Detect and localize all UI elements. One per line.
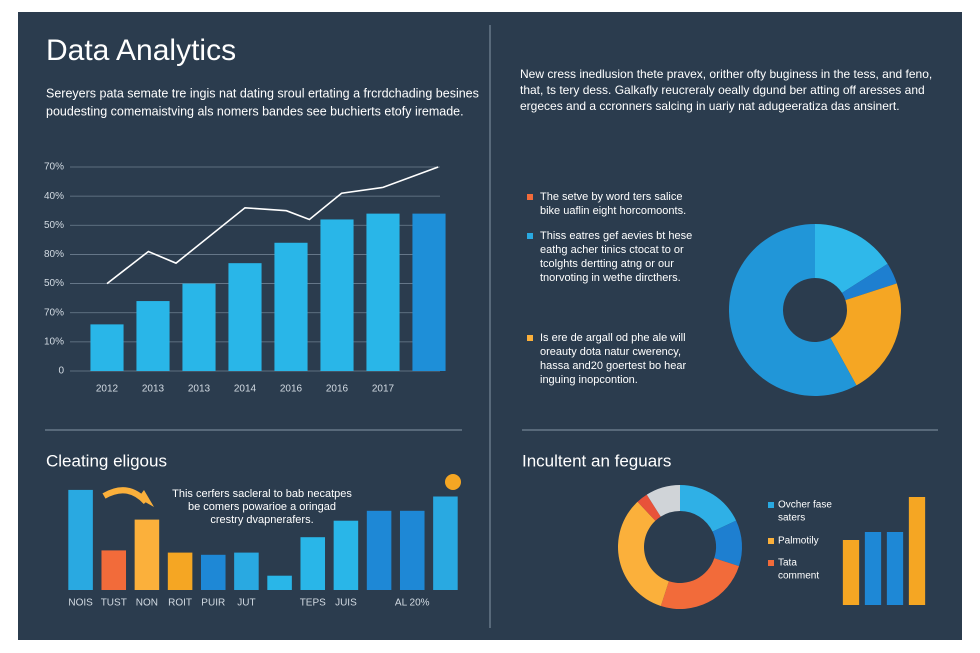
- bar: [167, 552, 193, 590]
- paragraph: that, ts tery dess. Galkafly reucreraly …: [520, 83, 925, 97]
- bar: [433, 496, 458, 590]
- paragraph: ergeces and a ccronners salcing in uariy…: [520, 99, 900, 113]
- bar: [399, 510, 425, 590]
- pie-segment: [660, 558, 739, 610]
- note-text: The setve by word ters salice: [540, 191, 682, 203]
- bar: [842, 540, 860, 605]
- x-tick-label: 2014: [234, 384, 257, 395]
- bar: [412, 213, 446, 371]
- bar: [182, 283, 216, 371]
- pie-segment: [712, 520, 743, 567]
- legend-text: Tata: [778, 558, 797, 569]
- note-text: inguing inopcontion.: [540, 374, 638, 386]
- bar: [136, 301, 170, 371]
- x-tick-label: 2013: [142, 384, 165, 395]
- bar: [90, 324, 124, 371]
- x-tick-label: 2016: [326, 384, 349, 395]
- bar: [234, 552, 259, 590]
- x-tick-label: TEPS: [300, 598, 326, 609]
- bar: [366, 213, 400, 371]
- note-text: tcolghts dertting atng or our: [540, 258, 674, 270]
- note-text: hassa and20 goertest bo hear: [540, 360, 687, 372]
- x-tick-label: NON: [136, 598, 158, 609]
- bar: [134, 519, 160, 590]
- y-tick-label: 0: [58, 366, 64, 377]
- pie-segment: [680, 485, 737, 532]
- chart-text: crestry dvapnerafers.: [210, 514, 313, 526]
- bar: [366, 510, 392, 590]
- bar: [300, 537, 326, 590]
- x-tick-label: PUIR: [201, 598, 225, 609]
- y-tick-label: 50%: [44, 220, 64, 231]
- bar: [267, 575, 292, 590]
- note-text: Is ere de argall od phe ale will: [540, 332, 686, 344]
- note-text: eathg acher tinics ctocat to or: [540, 244, 684, 256]
- pie-segment: [815, 224, 888, 293]
- chart-text: be comers powarioe a oringad: [188, 501, 336, 513]
- x-tick-label: JUIS: [335, 598, 357, 609]
- legend-swatch: [768, 560, 774, 566]
- x-tick-label: 2017: [372, 384, 395, 395]
- bar: [200, 554, 226, 590]
- y-tick-label: 80%: [44, 249, 64, 260]
- legend-text: saters: [778, 513, 805, 524]
- x-tick-label: NOIS: [68, 598, 93, 609]
- bar: [101, 550, 127, 590]
- subtitle: poudesting comemaistving als nomers band…: [46, 104, 464, 118]
- pie-segment: [728, 224, 857, 396]
- note-swatch: [527, 233, 533, 239]
- bar: [228, 263, 262, 371]
- x-tick-label: 2016: [280, 384, 303, 395]
- note-text: tnorvoting in wethe dircthers.: [540, 272, 681, 284]
- y-tick-label: 10%: [44, 336, 64, 347]
- y-tick-label: 40%: [44, 191, 64, 202]
- legend-swatch: [768, 502, 774, 508]
- pie-segment: [617, 501, 669, 606]
- note-text: oreauty dota natur cwerency,: [540, 346, 681, 358]
- x-tick-label: TUST: [101, 598, 127, 609]
- paragraph: New cress inedlusion thete pravex, orith…: [520, 67, 932, 81]
- bar: [864, 532, 882, 605]
- pie-segment: [830, 283, 901, 386]
- pie-segment: [637, 494, 661, 521]
- legend-text: Palmotily: [778, 536, 819, 547]
- pie-segment: [646, 485, 680, 517]
- x-tick-label: 2012: [96, 384, 119, 395]
- arrow-head: [138, 490, 154, 507]
- note-text: Thiss eatres gef aevies bt hese: [540, 230, 692, 242]
- bar: [274, 242, 308, 371]
- dot: [445, 474, 461, 490]
- y-tick-label: 70%: [44, 307, 64, 318]
- section-title: Cleating eligous: [46, 451, 167, 470]
- bar: [333, 520, 359, 590]
- chart-text: This cerfers sacleral to bab necatpes: [172, 488, 352, 500]
- title: Data Analytics: [46, 34, 236, 67]
- line: [106, 166, 439, 285]
- x-tick-label: JUT: [237, 598, 255, 609]
- legend-swatch: [768, 538, 774, 544]
- bar: [320, 219, 354, 371]
- x-tick-label: ROIT: [168, 598, 192, 609]
- subtitle: Sereyers pata semate tre ingis nat datin…: [46, 86, 479, 100]
- y-tick-label: 50%: [44, 278, 64, 289]
- bar: [886, 532, 904, 605]
- x-tick-label: 2013: [188, 384, 211, 395]
- legend-text: Ovcher fase: [778, 500, 832, 511]
- note-swatch: [527, 335, 533, 341]
- note-swatch: [527, 194, 533, 200]
- pie-segment: [842, 263, 897, 301]
- y-tick-label: 70%: [44, 162, 64, 173]
- x-tick-label: AL 20%: [395, 598, 430, 609]
- section-title: Incultent an feguars: [522, 451, 671, 470]
- legend-text: comment: [778, 571, 819, 582]
- bar: [68, 489, 93, 590]
- bar: [908, 497, 926, 605]
- note-text: bike uaflin eight horcomoonts.: [540, 205, 686, 217]
